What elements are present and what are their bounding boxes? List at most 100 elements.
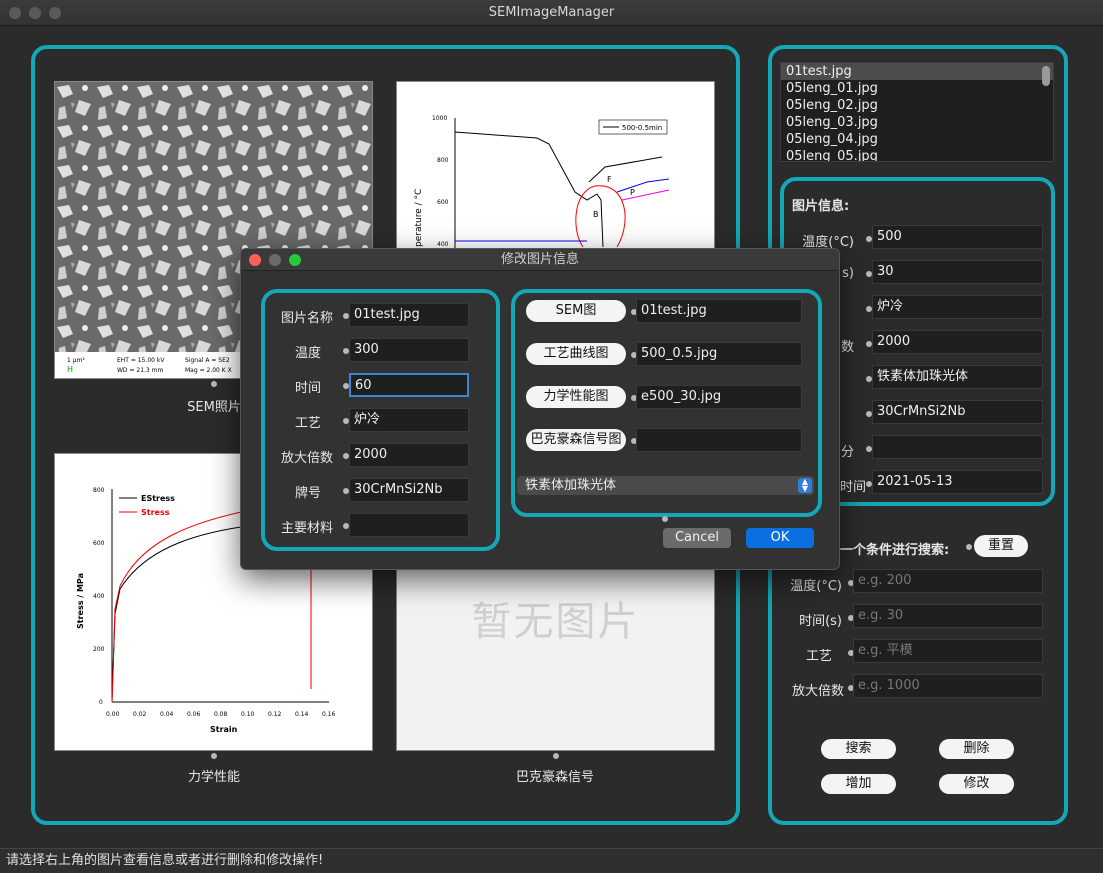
svg-text:0.00: 0.00 — [106, 711, 120, 718]
structure-select[interactable]: 铁素体加珠光体 ▲ ▼ — [517, 476, 814, 495]
edit-button[interactable]: 修改 — [939, 774, 1014, 794]
info-date-field: 2021-05-13 — [872, 470, 1043, 494]
sem-signal: Signal A = SE2 — [185, 357, 230, 364]
svg-text:400: 400 — [437, 241, 449, 248]
search-process-input[interactable]: e.g. 平模 — [853, 639, 1043, 663]
dialog-time-input[interactable]: 60 — [349, 373, 469, 397]
svg-text:Stress: Stress — [141, 508, 170, 517]
dialog-temp-input[interactable]: 300 — [349, 338, 469, 362]
svg-text:800: 800 — [437, 157, 449, 164]
svg-text:F: F — [607, 175, 612, 184]
svg-text:400: 400 — [93, 593, 105, 600]
select-arrows-icon: ▲ ▼ — [798, 478, 812, 493]
svg-text:Strain: Strain — [210, 725, 238, 734]
sem-wd: WD = 21.3 mm — [117, 367, 164, 374]
bark-empty-text: 暂无图片 — [471, 599, 640, 645]
svg-text:P: P — [630, 188, 635, 197]
structure-select-value: 铁素体加珠光体 — [525, 478, 617, 493]
curve-file-field[interactable]: 500_0.5.jpg — [636, 342, 802, 366]
info-mag-field: 2000 — [872, 330, 1043, 354]
mech-dot — [211, 753, 217, 759]
list-item[interactable]: 05leng_05.jpg — [786, 149, 878, 162]
minimize-window-button[interactable] — [29, 7, 41, 19]
mech-caption: 力学性能 — [187, 770, 240, 785]
mech-file-button[interactable]: 力学性能图 — [526, 386, 626, 408]
svg-text:800: 800 — [93, 487, 105, 494]
dialog-title: 修改图片信息 — [500, 252, 579, 267]
reset-button[interactable]: 重置 — [974, 535, 1028, 557]
info-process-field: 炉冷 — [872, 295, 1043, 319]
svg-text:500-0.5min: 500-0.5min — [622, 124, 662, 132]
sem-file-field[interactable]: 01test.jpg — [636, 299, 802, 323]
dialog-zoom-button[interactable] — [289, 254, 301, 266]
bark-file-field[interactable] — [636, 428, 802, 452]
sem-dot — [211, 381, 217, 387]
list-item[interactable]: 01test.jpg — [781, 63, 1053, 80]
svg-text:perature / °C: perature / °C — [414, 189, 424, 247]
add-button[interactable]: 增加 — [821, 774, 896, 794]
sem-file-button[interactable]: SEM图 — [526, 300, 626, 322]
list-item[interactable]: 05leng_04.jpg — [786, 132, 878, 147]
svg-text:0.10: 0.10 — [241, 711, 255, 718]
zoom-window-button[interactable] — [49, 7, 61, 19]
dialog-minimize-button[interactable] — [269, 254, 281, 266]
svg-text:600: 600 — [93, 540, 105, 547]
list-item[interactable]: 05leng_03.jpg — [786, 115, 878, 130]
svg-text:0.02: 0.02 — [133, 711, 147, 718]
svg-text:H: H — [67, 365, 73, 374]
svg-text:0.12: 0.12 — [268, 711, 282, 718]
dialog-close-button[interactable] — [249, 254, 261, 266]
status-text: 请选择右上角的图片查看信息或者进行删除和修改操作! — [6, 853, 324, 868]
svg-text:200: 200 — [93, 646, 105, 653]
bark-caption: 巴克豪森信号 — [515, 770, 594, 785]
curve-file-button[interactable]: 工艺曲线图 — [526, 343, 626, 365]
dialog-mag-input[interactable]: 2000 — [349, 443, 469, 467]
dialog-grade-input[interactable]: 30CrMnSi2Nb — [349, 478, 469, 502]
svg-text:0.16: 0.16 — [322, 711, 336, 718]
svg-text:0: 0 — [99, 699, 103, 706]
search-temp-input[interactable]: e.g. 200 — [853, 569, 1043, 593]
window-titlebar: SEMImageManager — [0, 0, 1103, 26]
svg-text:EStress: EStress — [141, 494, 175, 503]
search-time-input[interactable]: e.g. 30 — [853, 604, 1043, 628]
sem-caption: SEM照片 — [187, 400, 241, 415]
delete-button[interactable]: 删除 — [939, 739, 1014, 759]
svg-text:B: B — [593, 210, 599, 219]
search-button[interactable]: 搜索 — [821, 739, 896, 759]
dialog-name-input[interactable]: 01test.jpg — [349, 303, 469, 327]
list-item[interactable]: 05leng_01.jpg — [786, 81, 878, 96]
svg-text:600: 600 — [437, 199, 449, 206]
info-structure-field: 铁素体加珠光体 — [872, 365, 1043, 389]
edit-dialog: 修改图片信息 图片名称 温度 时间 工艺 放大倍数 牌号 主要材料 01test… — [240, 248, 840, 570]
svg-text:0.04: 0.04 — [160, 711, 174, 718]
mech-file-field[interactable]: e500_30.jpg — [636, 385, 802, 409]
ok-button[interactable]: OK — [746, 528, 814, 548]
info-title: 图片信息: — [792, 199, 850, 214]
dialog-titlebar: 修改图片信息 — [241, 249, 839, 271]
status-bar: 请选择右上角的图片查看信息或者进行删除和修改操作! — [0, 848, 1103, 873]
info-time-field: 30 — [872, 260, 1043, 284]
info-material-field — [872, 435, 1043, 459]
info-grade-field: 30CrMnSi2Nb — [872, 400, 1043, 424]
cancel-button[interactable]: Cancel — [663, 528, 731, 548]
close-window-button[interactable] — [9, 7, 21, 19]
search-mag-input[interactable]: e.g. 1000 — [853, 674, 1043, 698]
svg-text:0.14: 0.14 — [295, 711, 309, 718]
bark-dot — [553, 753, 559, 759]
sem-eht: EHT = 15.00 kV — [117, 357, 165, 364]
dialog-fields-group — [261, 289, 500, 551]
sem-scale: 1 μm² — [67, 357, 85, 364]
list-item[interactable]: 05leng_02.jpg — [786, 98, 878, 113]
svg-text:1000: 1000 — [432, 115, 447, 122]
bark-file-button[interactable]: 巴克豪森信号图 — [526, 429, 626, 451]
dialog-process-input[interactable]: 炉冷 — [349, 408, 469, 432]
dialog-material-input[interactable] — [349, 513, 469, 537]
info-temp-field: 500 — [872, 225, 1043, 249]
sem-mag: Mag = 2.00 K X — [185, 367, 232, 374]
list-scrollbar[interactable] — [1042, 66, 1050, 86]
svg-text:Stress / MPa: Stress / MPa — [76, 573, 85, 629]
svg-text:0.08: 0.08 — [214, 711, 228, 718]
file-list[interactable]: 01test.jpg 05leng_01.jpg 05leng_02.jpg 0… — [780, 62, 1054, 162]
search-title: 一个条件进行搜索: — [840, 543, 950, 558]
svg-text:0.06: 0.06 — [187, 711, 201, 718]
